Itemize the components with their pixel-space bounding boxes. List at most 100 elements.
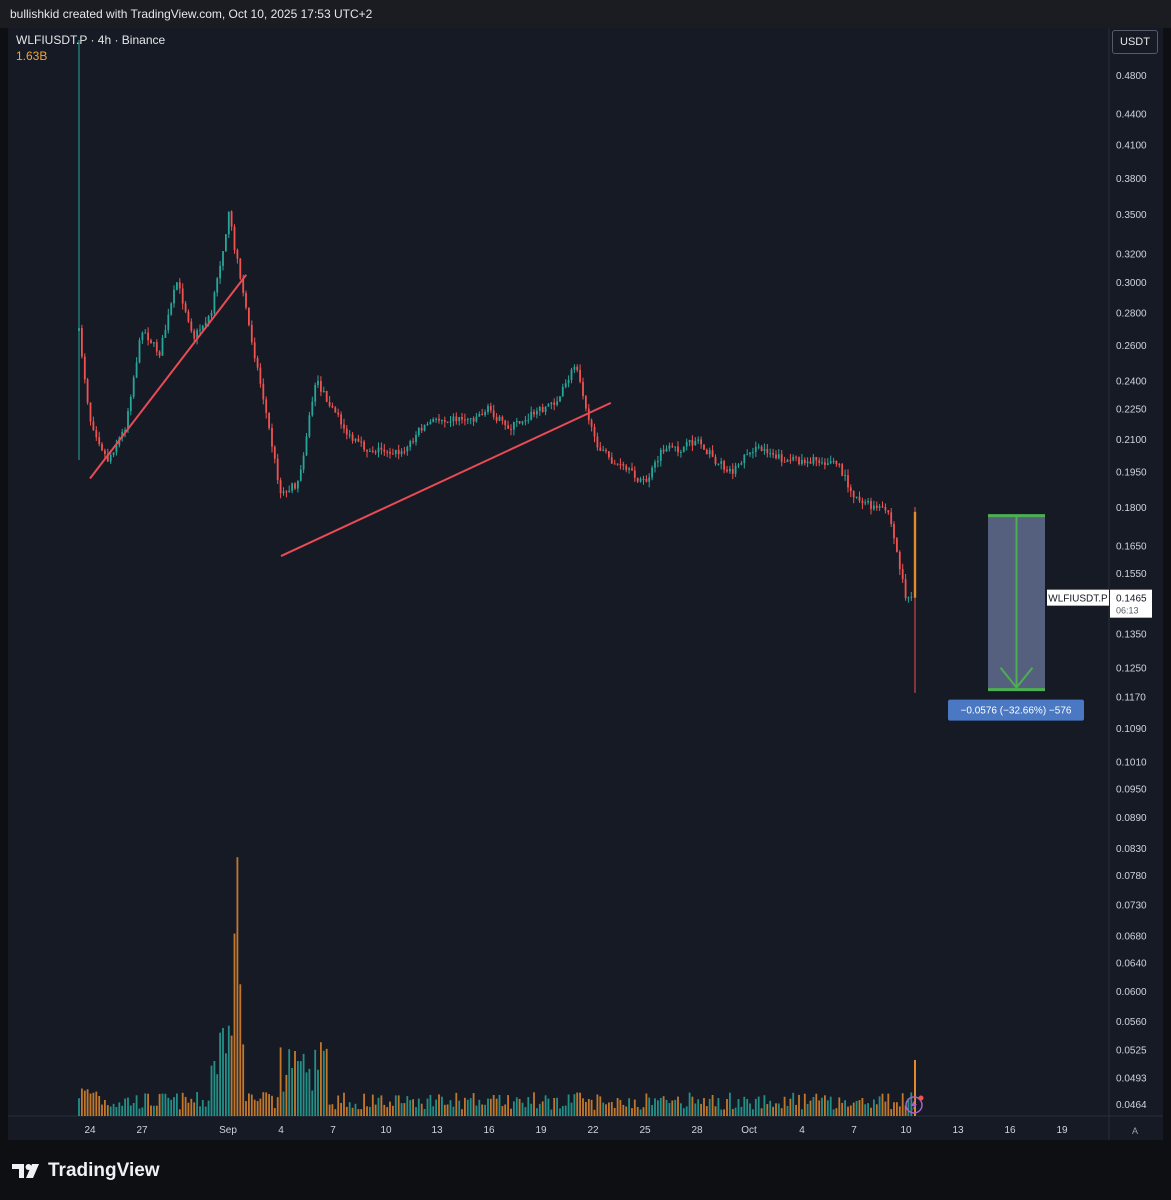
candle-body xyxy=(657,460,659,463)
candle-body xyxy=(92,421,95,431)
candle-body xyxy=(769,453,772,455)
volume-bar xyxy=(101,1104,103,1116)
volume-bar xyxy=(717,1098,720,1116)
candle-body xyxy=(331,405,334,408)
currency-button[interactable]: USDT xyxy=(1112,30,1158,54)
candle-body xyxy=(81,328,83,357)
candle-body xyxy=(550,402,553,405)
candle-body xyxy=(403,451,406,453)
volume-bar xyxy=(81,1088,83,1116)
volume-bar xyxy=(109,1106,112,1116)
candle-body xyxy=(821,462,823,464)
candle-body xyxy=(873,505,875,510)
volume-bar xyxy=(132,1103,135,1116)
candle-body xyxy=(685,442,688,447)
x-tick-label: 13 xyxy=(952,1125,964,1136)
candle-body xyxy=(723,461,725,470)
volume-bar xyxy=(106,1105,109,1116)
y-tick-label: 0.1950 xyxy=(1116,468,1147,479)
candle-body xyxy=(409,441,412,447)
volume-bar xyxy=(432,1106,435,1116)
y-tick-label: 0.1170 xyxy=(1116,693,1146,704)
volume-bar xyxy=(734,1107,737,1116)
auto-scale-button[interactable]: A xyxy=(1131,1126,1138,1136)
volume-bar xyxy=(196,1092,198,1116)
candle-body xyxy=(780,454,783,462)
candle-body xyxy=(250,325,253,343)
volume-bar xyxy=(749,1103,751,1116)
candle-body xyxy=(590,420,593,427)
x-tick-label: 13 xyxy=(431,1125,443,1136)
volume-bar xyxy=(354,1103,357,1116)
x-tick-label: 19 xyxy=(1056,1125,1068,1136)
candle-body xyxy=(446,421,449,423)
y-tick-label: 0.0730 xyxy=(1116,900,1147,911)
volume-bar xyxy=(527,1097,530,1116)
candle-body xyxy=(259,367,262,384)
volume-bar xyxy=(239,984,242,1116)
tradingview-logo[interactable]: TradingView xyxy=(12,1160,160,1182)
candle-body xyxy=(397,449,400,455)
volume-bar xyxy=(806,1103,809,1116)
candle-body xyxy=(849,487,852,492)
volume-bar xyxy=(657,1100,659,1116)
candle-body xyxy=(184,303,187,312)
volume-bar xyxy=(821,1097,823,1116)
candle-body xyxy=(394,449,397,454)
candle-body xyxy=(360,441,363,443)
y-tick-label: 0.0493 xyxy=(1116,1073,1147,1084)
candle-body xyxy=(783,461,786,463)
volume-bar xyxy=(844,1100,846,1116)
volume-bar xyxy=(665,1099,668,1116)
candle-body xyxy=(754,446,757,452)
candle-body xyxy=(700,439,702,445)
volume-bar xyxy=(484,1104,486,1116)
attribution-text: bullishkid created with TradingView.com,… xyxy=(10,7,373,21)
candle-body xyxy=(219,265,221,279)
volume-bar xyxy=(150,1105,152,1116)
volume-bar xyxy=(599,1096,602,1116)
candle-body xyxy=(818,460,821,463)
y-tick-label: 0.1350 xyxy=(1116,630,1147,641)
candle-body xyxy=(193,330,196,339)
volume-bar xyxy=(740,1106,743,1116)
candle-body xyxy=(674,446,677,448)
candle-body xyxy=(533,411,535,415)
volume-bar xyxy=(792,1092,795,1116)
volume-bar xyxy=(674,1099,677,1116)
volume-bar xyxy=(294,1051,296,1116)
y-tick-label: 0.0680 xyxy=(1116,932,1147,943)
volume-bar xyxy=(587,1099,590,1116)
candle-body xyxy=(737,464,740,466)
candle-body xyxy=(907,597,910,599)
volume-bar xyxy=(452,1106,455,1116)
candle-body xyxy=(305,436,308,456)
candle-body xyxy=(743,454,746,463)
measure-label: −0.0576 (−32.66%) −576 xyxy=(961,706,1072,717)
volume-bar xyxy=(144,1093,147,1116)
volume-bar xyxy=(708,1098,711,1116)
candle-body xyxy=(884,507,887,511)
candle-body xyxy=(129,396,132,412)
volume-bar xyxy=(86,1089,89,1116)
volume-bar xyxy=(596,1094,599,1116)
volume-bar xyxy=(809,1100,812,1116)
volume-bar xyxy=(878,1096,881,1116)
volume-bar xyxy=(616,1098,619,1116)
volume-bar xyxy=(348,1102,351,1116)
candle-body xyxy=(466,419,469,421)
volume-bar xyxy=(242,1044,245,1116)
chart-area[interactable] xyxy=(8,28,1163,1140)
volume-bar xyxy=(772,1106,774,1116)
candle-body xyxy=(101,444,103,451)
candle-body xyxy=(861,500,864,504)
y-tick-label: 0.1550 xyxy=(1116,569,1147,580)
candle-body xyxy=(438,418,440,421)
candle-body xyxy=(587,408,590,421)
volume-bar xyxy=(677,1096,679,1116)
candle-body xyxy=(464,419,466,421)
candle-body xyxy=(538,407,541,411)
candle-body xyxy=(420,427,423,431)
candle-body xyxy=(86,379,89,403)
